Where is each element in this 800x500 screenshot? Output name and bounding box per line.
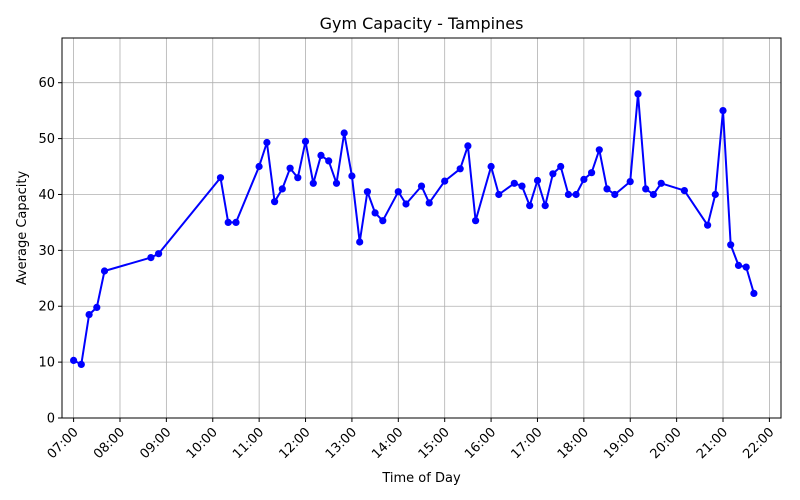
x-tick-label: 09:00 bbox=[137, 425, 174, 462]
data-point bbox=[224, 218, 232, 226]
data-point bbox=[425, 199, 433, 207]
data-point bbox=[340, 129, 348, 137]
data-point bbox=[441, 177, 449, 185]
plot-frame bbox=[61, 37, 782, 419]
data-point bbox=[325, 157, 333, 165]
data-point bbox=[742, 263, 750, 271]
series-line bbox=[73, 92, 755, 366]
data-point bbox=[626, 178, 634, 186]
data-point bbox=[734, 261, 743, 269]
data-point bbox=[557, 162, 565, 171]
data-point bbox=[93, 303, 101, 311]
data-point bbox=[611, 190, 619, 199]
data-point bbox=[271, 198, 279, 206]
x-tick-label: 15:00 bbox=[416, 425, 453, 462]
x-tick-label: 21:00 bbox=[694, 425, 731, 462]
data-point bbox=[309, 179, 317, 187]
y-tick-label: 20 bbox=[38, 300, 55, 315]
points-layer bbox=[70, 90, 758, 368]
data-point bbox=[294, 174, 302, 182]
x-tick-label: 08:00 bbox=[91, 425, 128, 462]
data-point bbox=[526, 202, 534, 210]
data-point bbox=[77, 360, 85, 368]
data-point bbox=[595, 146, 603, 154]
data-point bbox=[564, 190, 573, 199]
x-tick-label: 10:00 bbox=[184, 425, 221, 462]
data-point bbox=[371, 209, 379, 217]
x-tick-label: 13:00 bbox=[323, 425, 360, 462]
chart-title: Gym Capacity - Tampines bbox=[320, 14, 524, 33]
data-point bbox=[711, 190, 719, 199]
x-tick-label: 16:00 bbox=[462, 425, 499, 462]
x-tick-label: 20:00 bbox=[648, 425, 685, 462]
data-point bbox=[286, 164, 294, 172]
data-point bbox=[680, 187, 689, 195]
x-axis-label: Time of Day bbox=[381, 471, 461, 486]
data-point bbox=[649, 190, 658, 199]
data-point bbox=[216, 174, 225, 182]
x-axis-ticks: 07:00 08:00 09:00 10:00 11:00 12:00 13:00 14:00… bbox=[45, 418, 777, 462]
y-axis-label: Average Capacity bbox=[15, 171, 30, 286]
data-point bbox=[263, 138, 271, 147]
data-point bbox=[549, 170, 557, 178]
y-tick-label: 30 bbox=[38, 244, 55, 259]
data-point bbox=[472, 217, 480, 225]
y-tick-label: 10 bbox=[38, 356, 55, 371]
data-point bbox=[332, 179, 341, 187]
data-point bbox=[487, 162, 495, 171]
data-point bbox=[301, 137, 310, 145]
data-point bbox=[750, 289, 758, 297]
data-point bbox=[704, 221, 712, 229]
data-point bbox=[232, 218, 240, 226]
x-tick-label: 17:00 bbox=[508, 425, 545, 462]
x-tick-label: 07:00 bbox=[45, 425, 82, 462]
data-point bbox=[727, 241, 735, 249]
data-point bbox=[363, 188, 371, 196]
data-point bbox=[348, 172, 356, 180]
data-point bbox=[572, 190, 580, 199]
data-point bbox=[719, 107, 727, 115]
x-tick-label: 12:00 bbox=[277, 425, 314, 462]
data-point bbox=[379, 217, 387, 225]
data-point bbox=[356, 238, 364, 246]
data-point bbox=[278, 185, 286, 193]
data-point bbox=[588, 169, 596, 177]
y-axis-ticks: 0 10 20 30 40 50 60 bbox=[38, 76, 62, 427]
line-layer bbox=[73, 92, 755, 366]
x-tick-label: 19:00 bbox=[601, 425, 638, 462]
y-tick-label: 50 bbox=[38, 132, 55, 147]
data-point bbox=[518, 182, 526, 190]
data-point bbox=[255, 162, 263, 171]
grid-layer bbox=[62, 38, 781, 419]
data-point bbox=[580, 175, 588, 183]
data-point bbox=[100, 267, 109, 275]
data-point bbox=[456, 165, 464, 173]
data-point bbox=[657, 179, 665, 187]
x-tick-label: 14:00 bbox=[369, 425, 406, 462]
data-point bbox=[495, 190, 503, 199]
data-point bbox=[417, 182, 426, 190]
data-point bbox=[642, 185, 650, 193]
x-tick-label: 18:00 bbox=[555, 425, 592, 462]
data-point bbox=[541, 202, 549, 210]
data-point bbox=[634, 90, 642, 98]
data-point bbox=[147, 254, 155, 262]
data-point bbox=[510, 179, 518, 187]
data-point bbox=[464, 142, 472, 150]
y-tick-label: 40 bbox=[38, 188, 55, 203]
data-point bbox=[70, 356, 78, 364]
data-point bbox=[155, 250, 163, 258]
x-tick-label: 22:00 bbox=[740, 425, 777, 462]
data-point bbox=[394, 188, 402, 196]
x-tick-label: 11:00 bbox=[230, 425, 267, 462]
y-tick-label: 0 bbox=[47, 412, 55, 427]
data-point bbox=[317, 151, 325, 159]
data-point bbox=[85, 311, 93, 319]
data-point bbox=[533, 176, 542, 185]
data-point bbox=[603, 185, 611, 193]
data-point bbox=[402, 200, 410, 208]
y-tick-label: 60 bbox=[38, 76, 55, 91]
